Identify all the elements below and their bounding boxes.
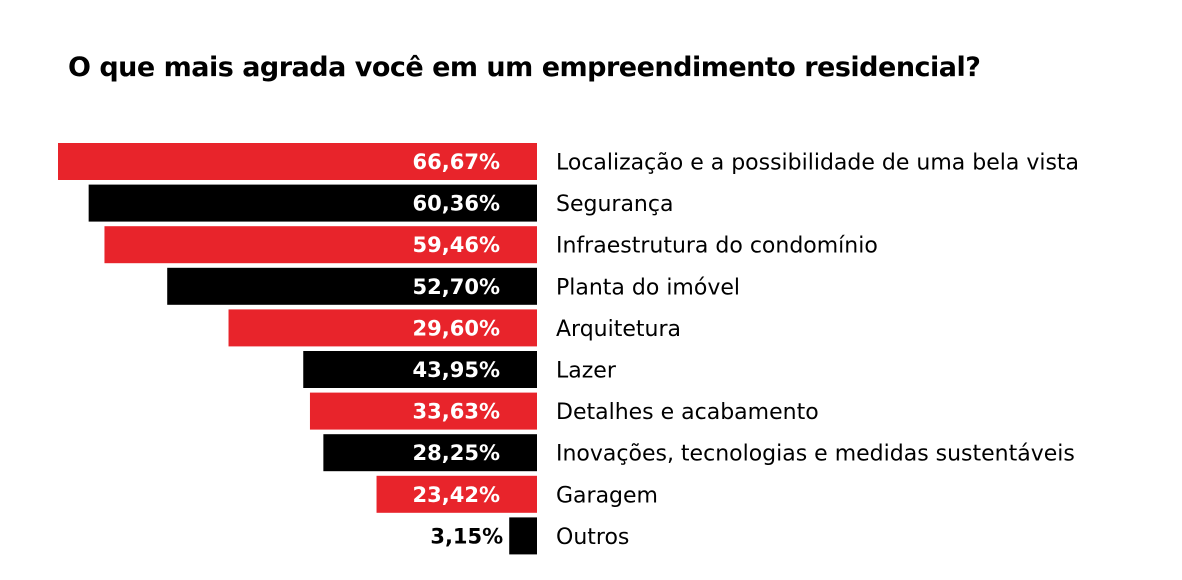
value-label-4: 52,70% [413, 275, 500, 299]
bar-10 [509, 517, 537, 555]
bar-7 [309, 392, 537, 430]
bar-1 [58, 143, 537, 180]
bar-2 [88, 184, 537, 222]
category-label-2: Segurança [556, 192, 673, 217]
category-label-5: Arquitetura [556, 317, 681, 342]
bar-9 [376, 475, 537, 513]
value-label-6: 43,95% [413, 358, 500, 382]
value-label-10: 3,15% [430, 524, 503, 548]
bar-6 [303, 351, 537, 388]
chart-title: O que mais agrada você em um empreendime… [68, 52, 981, 83]
value-label-5: 29,60% [413, 316, 500, 340]
value-label-2: 60,36% [413, 192, 500, 216]
category-label-7: Detalhes e acabamento [556, 400, 819, 425]
category-label-6: Lazer [556, 359, 617, 384]
value-label-9: 23,42% [413, 483, 500, 507]
value-label-1: 66,67% [413, 150, 500, 174]
bar-4 [167, 267, 537, 305]
category-label-3: Infraestrutura do condomínio [556, 234, 878, 259]
category-label-8: Inovações, tecnologias e medidas sustent… [556, 442, 1075, 467]
category-label-9: Garagem [556, 483, 658, 508]
bar-5 [228, 309, 538, 347]
bar-3 [104, 226, 537, 264]
bar-8 [323, 434, 537, 472]
category-label-4: Planta do imóvel [556, 275, 740, 300]
value-label-7: 33,63% [413, 400, 500, 424]
category-label-1: Localização e a possibilidade de uma bel… [556, 151, 1079, 176]
value-label-3: 59,46% [413, 233, 500, 257]
category-label-10: Outros [556, 525, 629, 550]
value-label-8: 28,25% [413, 441, 500, 465]
